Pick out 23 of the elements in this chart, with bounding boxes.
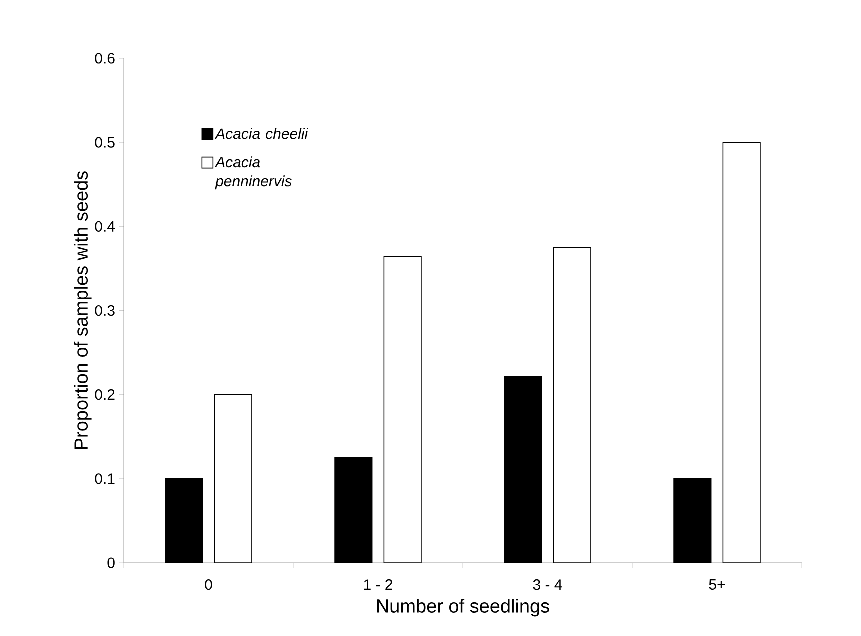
x-axis-title: Number of seedlings [377,598,550,617]
x-tick-label: 3 - 4 [533,580,562,590]
y-tick-label: 0.5 [95,137,115,148]
legend-label: Acacia penninervis [214,156,292,190]
y-tick-label: 0.2 [95,390,115,400]
bar [165,478,204,564]
x-tick-label: 1 - 2 [364,580,392,590]
bar [334,458,373,564]
bar [722,142,761,564]
legend-label: Acacia cheelii [214,128,308,140]
bar [384,256,422,564]
y-tick-label: 0 [108,558,115,568]
x-tick-label: 5+ [709,580,726,590]
bar [674,478,712,564]
bar [214,394,252,564]
y-tick-label: 0.4 [95,221,116,232]
bar [504,376,542,564]
y-axis-title: Proportion of samples with seeds [74,172,92,450]
y-tick-label: 0.6 [95,53,115,64]
y-tick-label: 0.1 [95,474,115,484]
x-tick-label: 0 [205,580,212,590]
bar [553,247,592,564]
y-tick-label: 0.3 [95,305,115,316]
